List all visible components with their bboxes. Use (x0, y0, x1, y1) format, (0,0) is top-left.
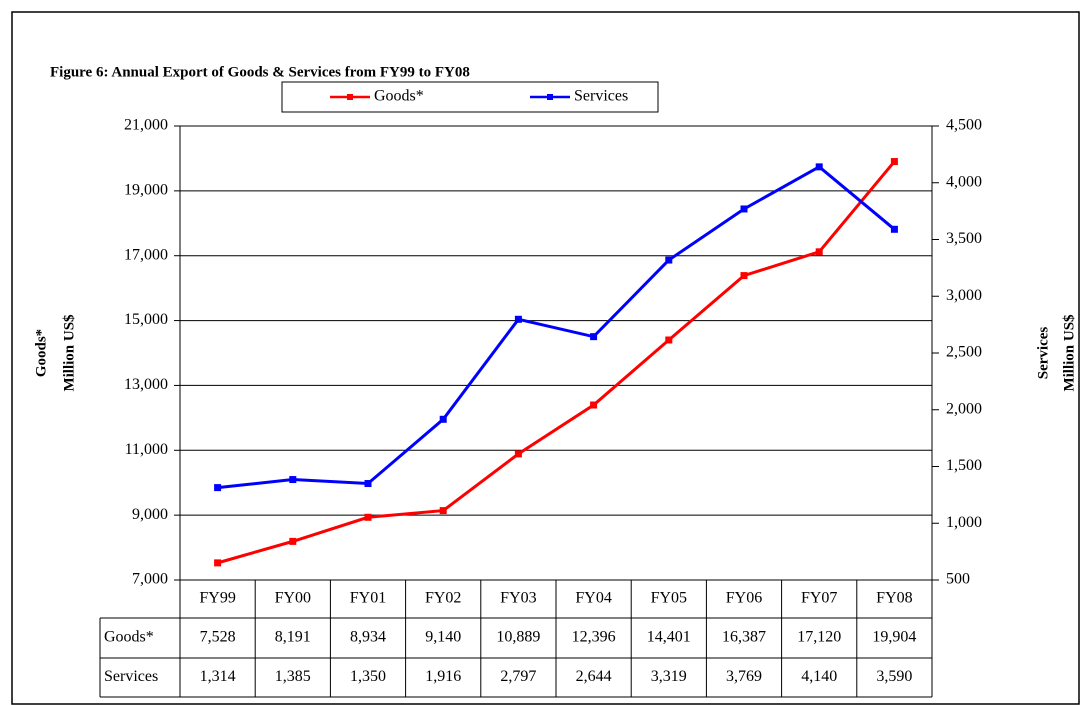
point (364, 513, 372, 521)
y2-tick-label: 2,000 (946, 400, 982, 417)
table-cell: 10,889 (496, 629, 540, 646)
y2-tick-label: 2,500 (946, 344, 982, 361)
y2-tick-label: 3,500 (946, 230, 982, 247)
point (214, 484, 222, 492)
legend-marker (347, 94, 353, 100)
legend-label: Goods* (374, 88, 424, 105)
y-tick-label: 15,000 (124, 311, 168, 328)
point (214, 559, 222, 567)
table-cell: 9,140 (425, 629, 461, 646)
table-cell: 3,590 (876, 668, 912, 685)
x-tick-label: FY04 (575, 590, 611, 607)
x-tick-label: FY02 (425, 590, 461, 607)
point (665, 256, 673, 264)
y-tick-label: 21,000 (124, 117, 168, 134)
table-cell: 1,916 (425, 668, 461, 685)
table-cell: 8,934 (350, 629, 386, 646)
y2-tick-label: 1,000 (946, 514, 982, 531)
y2-tick-label: 1,500 (946, 457, 982, 474)
series-line (217, 160, 896, 565)
table-cell: 1,350 (350, 668, 386, 685)
table-cell: 12,396 (572, 629, 616, 646)
table-row-label: Goods* (104, 629, 154, 646)
y2-tick-label: 4,500 (946, 117, 982, 134)
table-cell: 17,120 (797, 629, 841, 646)
x-tick-label: FY03 (500, 590, 536, 607)
table-cell: 3,769 (726, 668, 762, 685)
x-tick-label: FY01 (350, 590, 386, 607)
y-tick-label: 19,000 (124, 182, 168, 199)
y-tick-label: 9,000 (132, 506, 168, 523)
point (740, 272, 748, 280)
table-cell: 1,314 (200, 668, 236, 685)
point (740, 205, 748, 213)
y-tick-label: 7,000 (132, 571, 168, 588)
table-row-label: Services (104, 668, 158, 685)
y-tick-label: 11,000 (125, 441, 168, 458)
point (590, 333, 598, 341)
legend-marker (547, 94, 553, 100)
y2-tick-label: 4,000 (946, 173, 982, 190)
x-tick-label: FY00 (275, 590, 311, 607)
point (289, 476, 297, 484)
table-cell: 14,401 (647, 629, 691, 646)
point (815, 163, 823, 171)
point (890, 225, 898, 233)
series-line (217, 165, 896, 490)
point (439, 507, 447, 515)
point (439, 415, 447, 423)
point (364, 480, 372, 488)
table-cell: 4,140 (801, 668, 837, 685)
point (514, 315, 522, 323)
point (590, 401, 598, 409)
table-cell: 7,528 (200, 629, 236, 646)
x-tick-label: FY07 (801, 590, 837, 607)
x-tick-label: FY08 (876, 590, 912, 607)
y-axis-title: Million US$ (61, 314, 77, 392)
y2-axis-title: Million US$ (1061, 314, 1077, 392)
y-tick-label: 17,000 (124, 246, 168, 263)
y2-tick-label: 3,000 (946, 287, 982, 304)
x-tick-label: FY99 (199, 590, 235, 607)
table-cell: 8,191 (275, 629, 311, 646)
table-cell: 16,387 (722, 629, 766, 646)
x-tick-label: FY05 (651, 590, 687, 607)
table-cell: 3,319 (651, 668, 687, 685)
y2-tick-label: 500 (946, 571, 970, 588)
table-cell: 2,797 (500, 668, 536, 685)
table-cell: 2,644 (576, 668, 612, 685)
x-tick-label: FY06 (726, 590, 762, 607)
y-axis-title: Goods* (33, 329, 49, 377)
point (665, 336, 673, 344)
chart-title: Figure 6: Annual Export of Goods & Servi… (50, 64, 470, 80)
point (815, 248, 823, 256)
legend-label: Services (574, 88, 628, 105)
point (514, 450, 522, 458)
point (289, 537, 297, 545)
y-tick-label: 13,000 (124, 376, 168, 393)
point (890, 158, 898, 166)
table-cell: 1,385 (275, 668, 311, 685)
frame (11, 11, 1080, 705)
y2-axis-title: Services (1035, 327, 1051, 380)
table-cell: 19,904 (872, 629, 916, 646)
